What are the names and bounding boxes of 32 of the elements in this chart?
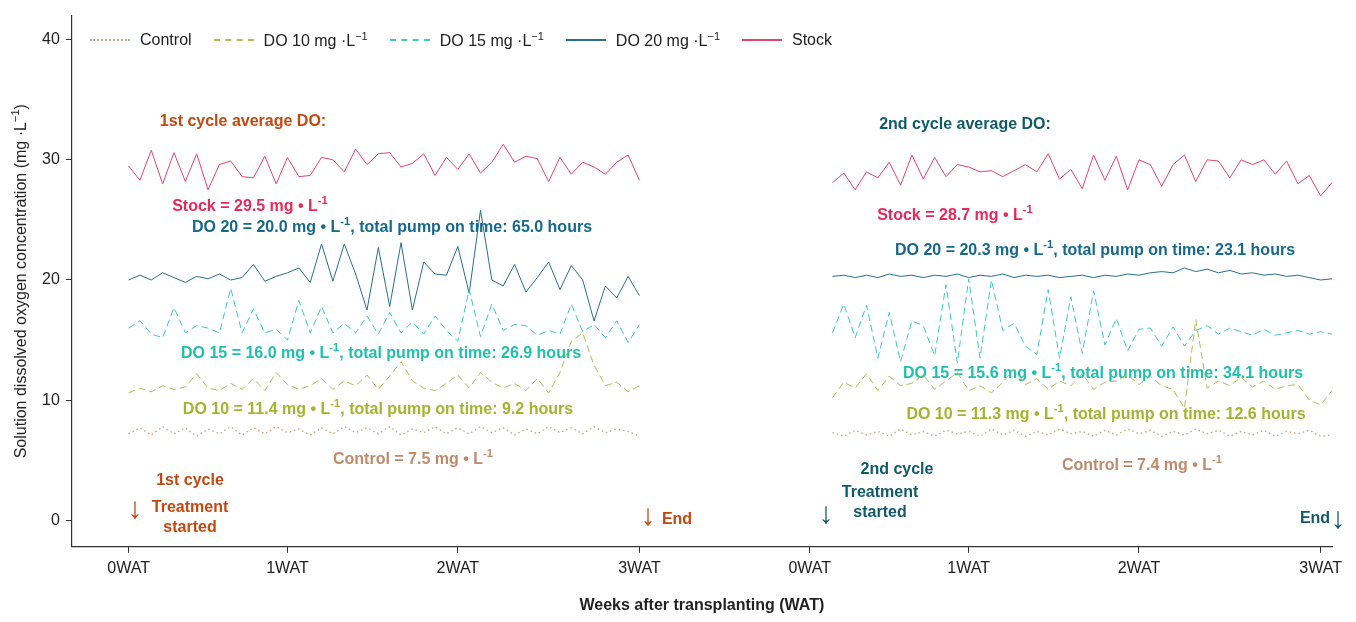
annotation: ↓	[127, 491, 143, 525]
legend-label: DO 20 mg ·L$^{−1}$	[615, 30, 720, 51]
annotation: End	[1299, 509, 1331, 527]
annotation: ↓	[1330, 501, 1346, 535]
annotation: 2nd cycle	[860, 460, 934, 478]
annotation: 1st cycle	[156, 471, 224, 489]
y-tick-label: 0	[50, 510, 60, 528]
y-axis-title: Solution dissolved oxygen concentration (mg ·L−1)	[8, 104, 30, 459]
y-tick-label: 40	[42, 30, 60, 48]
x-tick-label: 0WAT	[788, 558, 832, 576]
annotation: ↓	[640, 498, 656, 532]
annotation: 2nd cycle average DO:	[879, 115, 1051, 133]
x-tick-label: 2WAT	[436, 558, 480, 576]
y-tick-label: 30	[42, 150, 60, 168]
annotation: ↓	[818, 496, 834, 530]
annotation: Treatment started	[841, 483, 919, 521]
x-tick-label: 1WAT	[266, 558, 310, 576]
y-tick-label: 10	[42, 390, 60, 408]
x-axis-title: Weeks after transplanting (WAT)	[579, 596, 825, 614]
legend-label: DO 10 mg ·L$^{−1}$	[263, 30, 368, 51]
x-tick-label: 0WAT	[107, 558, 151, 576]
x-tick-label: 2WAT	[1117, 558, 1161, 576]
annotation: Treatment started	[151, 498, 229, 536]
legend-label: DO 15 mg ·L$^{−1}$	[439, 30, 544, 51]
annotation: End	[661, 510, 693, 528]
x-tick-label: 1WAT	[947, 558, 991, 576]
legend-label: Stock	[792, 31, 833, 50]
legend-label: Control	[140, 31, 192, 50]
x-tick-label: 3WAT	[618, 558, 662, 576]
x-tick-label: 3WAT	[1299, 558, 1343, 576]
y-tick-label: 20	[42, 270, 60, 288]
annotation: 1st cycle average DO:	[159, 112, 327, 130]
